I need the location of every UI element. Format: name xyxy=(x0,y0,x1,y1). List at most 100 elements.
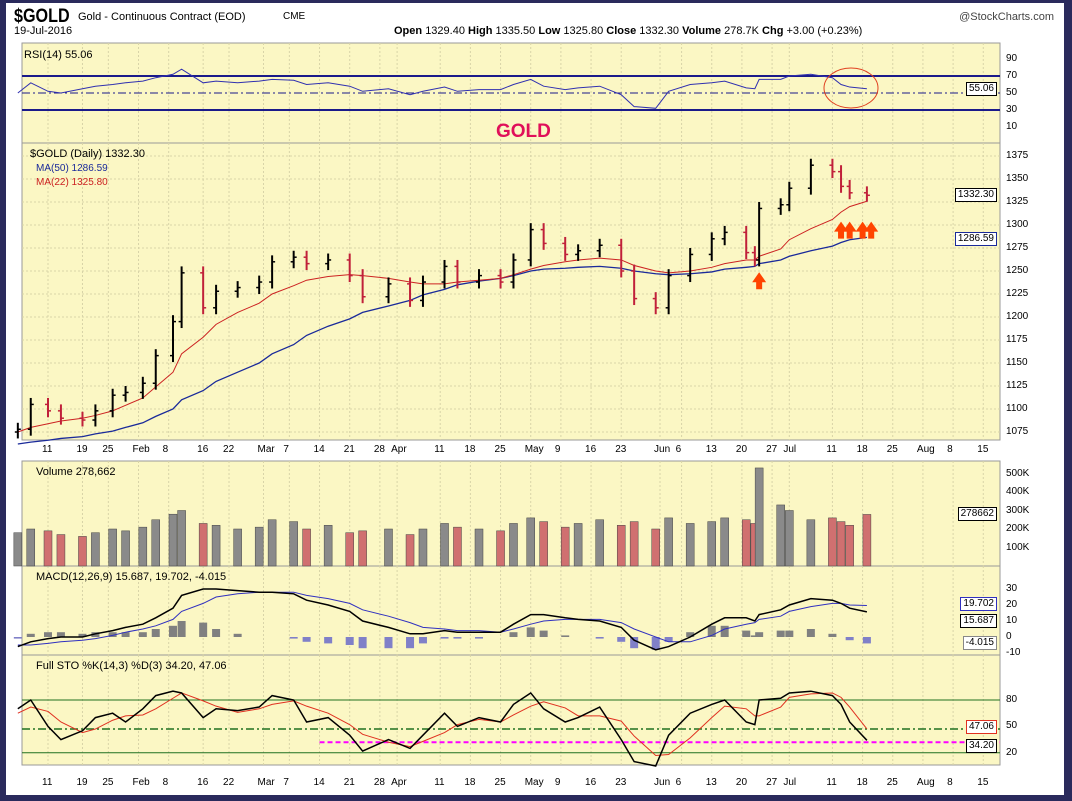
macd-hist-label: -4.015 xyxy=(962,636,997,651)
macd-tick: -10 xyxy=(1006,647,1021,658)
volume-tick: 400K xyxy=(1006,486,1030,497)
date: 19-Jul-2016 xyxy=(14,25,73,37)
x-tick-bottom: May xyxy=(524,777,544,788)
volume-bar xyxy=(836,521,846,567)
macd-histogram-bar xyxy=(526,627,535,637)
volume-bar xyxy=(496,530,505,567)
macd-histogram-bar xyxy=(138,632,147,637)
volume-bar xyxy=(91,532,100,567)
volume-bar xyxy=(440,523,449,567)
volume-bar xyxy=(108,528,117,567)
macd-histogram-bar xyxy=(13,637,22,639)
macd-histogram-bar xyxy=(78,633,87,637)
volume-bar xyxy=(254,526,264,567)
up-arrow-icon xyxy=(834,221,849,239)
macd-histogram-bar xyxy=(720,625,729,637)
macd-histogram-bar xyxy=(664,637,673,642)
rsi-tick: 70 xyxy=(1006,70,1018,81)
volume-bar xyxy=(323,525,333,567)
macd-histogram-bar xyxy=(785,630,794,637)
volume-bar xyxy=(78,536,87,567)
macd-histogram-bar xyxy=(776,630,785,637)
volume-bar xyxy=(862,514,872,567)
macd-histogram-bar xyxy=(475,637,483,639)
low-label: Low xyxy=(538,25,561,37)
volume-bar xyxy=(168,513,178,567)
x-tick-top: Jun xyxy=(654,444,671,455)
price-last-label: 1332.30 xyxy=(954,188,997,203)
volume-bar xyxy=(56,534,66,567)
x-tick-top: 22 xyxy=(223,444,235,455)
x-tick-top: 18 xyxy=(856,444,868,455)
sto-d-line xyxy=(17,692,868,756)
panel-1 xyxy=(21,142,1001,441)
macd-histogram-bar xyxy=(509,632,518,637)
macd-histogram-bar xyxy=(707,625,716,637)
ma50-last-label: 1286.59 xyxy=(954,232,997,247)
x-tick-top: 13 xyxy=(705,444,717,455)
macd-histogram-bar xyxy=(862,637,871,644)
x-tick-bottom: 28 xyxy=(373,777,385,788)
macd-histogram-bar xyxy=(406,637,415,649)
macd-histogram-bar xyxy=(56,632,65,637)
macd-line xyxy=(17,588,868,651)
x-tick-bottom: 11 xyxy=(826,777,837,788)
volume-tick: 500K xyxy=(1006,467,1030,479)
x-tick-top: 7 xyxy=(283,444,289,455)
macd-histogram-bar xyxy=(828,633,837,637)
macd-signal-label: 19.702 xyxy=(960,597,997,612)
x-tick-top: 14 xyxy=(313,444,325,455)
price-tick: 1100 xyxy=(1006,403,1028,414)
volume-tick: 100K xyxy=(1006,541,1030,553)
macd-tick: 10 xyxy=(1006,615,1018,626)
volume-bar xyxy=(754,467,764,567)
rsi-last-label: 55.06 xyxy=(965,81,997,96)
x-tick-bottom: Jul xyxy=(783,777,797,788)
price-tick: 1175 xyxy=(1006,334,1028,345)
rsi-tick: 10 xyxy=(1006,121,1018,132)
volume-last-label: 278662 xyxy=(957,507,997,522)
volume-bar xyxy=(595,519,604,567)
x-tick-bottom: 9 xyxy=(554,777,561,788)
macd-histogram-bar xyxy=(91,632,100,637)
x-tick-top: 20 xyxy=(735,444,748,455)
volume-bar xyxy=(121,530,130,567)
x-tick-bottom: 18 xyxy=(856,777,868,788)
chart-svg xyxy=(13,42,1001,767)
x-tick-bottom: 14 xyxy=(313,777,325,788)
x-tick-top: 25 xyxy=(886,444,898,455)
macd-histogram-bar xyxy=(168,625,177,637)
volume-bar xyxy=(405,534,415,567)
volume-bar xyxy=(573,523,583,567)
macd-histogram-bar xyxy=(26,633,35,637)
x-tick-bottom: 21 xyxy=(343,777,355,788)
macd-histogram-bar xyxy=(806,629,815,637)
volume-bar xyxy=(720,517,729,567)
macd-histogram-bar xyxy=(845,637,854,641)
x-tick-top: 16 xyxy=(585,444,597,455)
x-tick-top: 16 xyxy=(197,444,209,455)
macd-histogram-bar xyxy=(289,637,298,639)
macd-histogram-bar xyxy=(384,637,393,649)
volume-bar xyxy=(806,519,816,567)
chg-value: +3.00 (+0.23%) xyxy=(786,25,863,37)
volume-bar xyxy=(741,519,751,567)
macd-value-label: 15.687 xyxy=(960,613,997,628)
x-tick-top: May xyxy=(524,444,544,455)
rsi-tick: 50 xyxy=(1006,87,1018,98)
x-tick-top: 15 xyxy=(977,444,989,455)
open-label: Open xyxy=(394,25,423,37)
x-tick-bottom: 15 xyxy=(977,777,989,788)
volume-bar xyxy=(828,517,837,567)
rsi-tick: 30 xyxy=(1006,104,1018,115)
x-tick-top: 27 xyxy=(766,444,778,455)
volume-bar xyxy=(26,528,36,567)
x-tick-top: 28 xyxy=(373,444,385,455)
volume-bar xyxy=(776,504,785,567)
gold-annotation: GOLD xyxy=(496,121,551,142)
x-tick-top: 23 xyxy=(615,444,627,455)
x-tick-top: 19 xyxy=(76,444,88,455)
x-tick-bottom: 25 xyxy=(102,777,114,788)
x-tick-top: 11 xyxy=(434,444,445,455)
volume-bar xyxy=(13,532,23,567)
